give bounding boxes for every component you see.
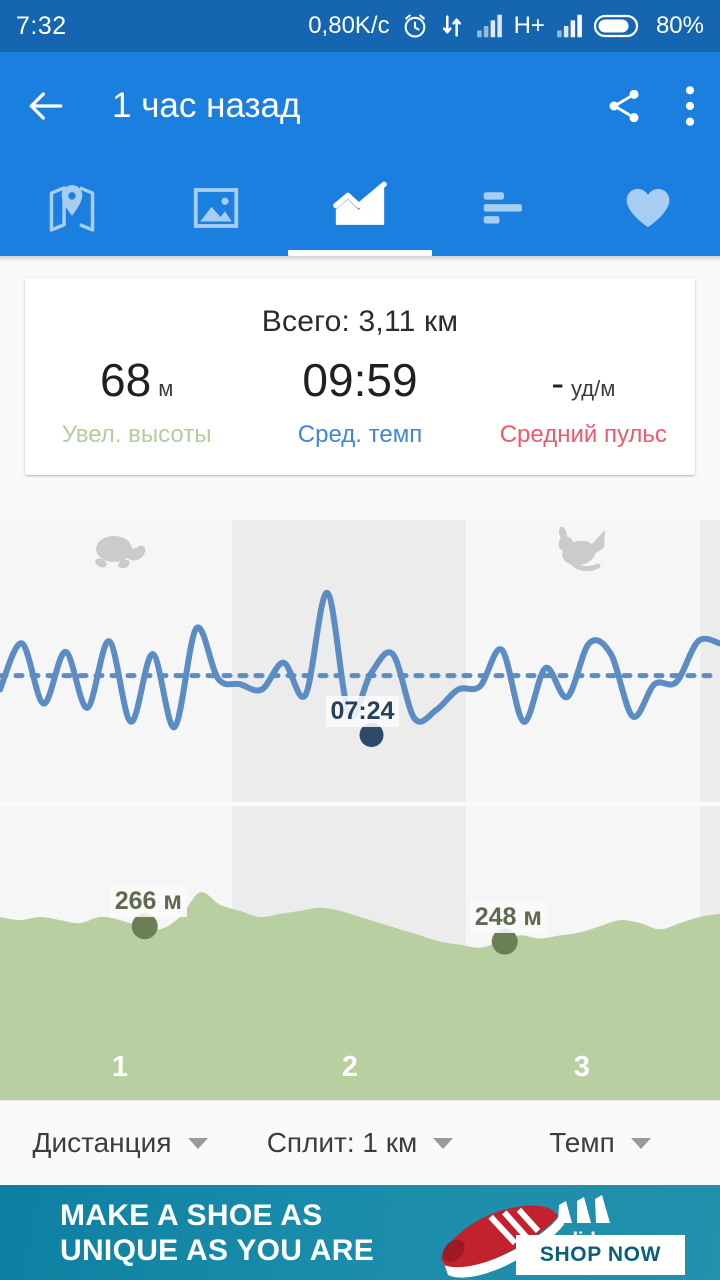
max-elevation-dot <box>131 913 158 940</box>
tab-photos[interactable] <box>144 160 288 256</box>
battery-icon <box>593 14 639 38</box>
selector-metric[interactable]: Темп <box>480 1127 720 1159</box>
split-band <box>699 520 720 802</box>
signal-bars-icon <box>476 14 502 38</box>
stat-heart-rate-value: - уд/м <box>472 357 695 403</box>
status-clock: 7:32 <box>16 11 67 40</box>
elevation-chart[interactable]: 266 м 248 м 1 2 3 <box>0 806 720 1100</box>
tab-bar-shadow <box>0 256 720 262</box>
pace-chart[interactable]: 07:24 <box>0 520 720 802</box>
adidas-stripes-icon <box>558 1195 610 1223</box>
bar-stats-icon <box>483 192 522 224</box>
stat-elevation-unit: м <box>158 376 174 401</box>
selector-split[interactable]: Сплит: 1 км <box>240 1127 480 1159</box>
split-band <box>231 520 466 802</box>
elevation-area-plot <box>0 892 720 1100</box>
selector-metric-label: Темп <box>549 1127 615 1158</box>
signal-bars-2-icon <box>557 14 582 38</box>
app-bar: 1 час назад <box>0 52 720 160</box>
pace-marker-label: 07:24 <box>325 696 400 727</box>
photo-icon <box>193 188 239 228</box>
pace-marker-dot <box>359 723 384 747</box>
min-elevation-dot <box>491 928 518 955</box>
stat-heart-rate-number: - <box>551 363 564 405</box>
selector-distance-label: Дистанция <box>32 1127 172 1158</box>
km-label: 1 <box>111 1051 129 1083</box>
stat-heart-rate-label: Средний пульс <box>499 421 667 448</box>
map-pin-icon <box>49 185 95 232</box>
turtle-icon <box>95 536 146 569</box>
network-type-label: H+ <box>513 12 545 39</box>
tab-heart-rate[interactable] <box>576 160 720 256</box>
heart-icon <box>626 188 670 228</box>
chevron-down-icon <box>433 1137 454 1149</box>
tab-map[interactable] <box>0 160 144 256</box>
km-label: 3 <box>573 1051 591 1083</box>
data-transfer-icon <box>442 15 461 37</box>
stat-elevation: 68 м Увел. высоты <box>25 357 248 449</box>
stat-elevation-number: 68 <box>100 354 152 406</box>
ad-headline-line2: UNIQUE AS YOU ARE <box>60 1233 375 1267</box>
tab-splits[interactable] <box>432 160 576 256</box>
summary-columns: 68 м Увел. высоты 09:59 Сред. темп - уд/м … <box>25 357 695 449</box>
max-elevation-label: 266 м <box>109 886 187 918</box>
km-label: 2 <box>341 1051 359 1083</box>
active-tab-indicator <box>288 250 432 256</box>
tab-charts[interactable] <box>288 160 432 256</box>
stat-elevation-label: Увел. высоты <box>61 421 212 448</box>
status-bar: 7:32 0,80K/c H+ <box>0 0 720 52</box>
line-chart-icon <box>333 181 387 225</box>
stat-heart-rate-unit: уд/м <box>570 376 616 401</box>
chart-selector-row: Дистанция Сплит: 1 км Темп <box>0 1100 720 1185</box>
selector-distance[interactable]: Дистанция <box>0 1127 240 1159</box>
stat-elevation-value: 68 м <box>25 357 248 403</box>
stat-pace-label: Сред. темп <box>297 421 423 448</box>
summary-card: Всего: 3,11 км 68 м Увел. высоты 09:59 Ср… <box>25 278 695 475</box>
rabbit-icon <box>558 526 605 572</box>
alarm-icon <box>404 14 425 38</box>
tab-bar <box>0 160 720 256</box>
pace-series-line <box>0 589 720 731</box>
elevation-area-fill <box>0 892 720 1100</box>
ad-headline-line1: MAKE A SHOE AS <box>60 1199 323 1232</box>
stat-pace: 09:59 Сред. темп <box>248 357 471 449</box>
pace-line-plot <box>0 589 720 747</box>
share-icon[interactable] <box>604 86 644 126</box>
shop-now-button[interactable]: SHOP NOW <box>515 1235 685 1275</box>
stat-pace-number: 09:59 <box>302 354 418 406</box>
page-title: 1 час назад <box>112 86 301 125</box>
shoe-image <box>440 1205 565 1278</box>
ad-banner[interactable]: MAKE A SHOE AS UNIQUE AS YOU ARE adidas … <box>0 1185 720 1280</box>
status-icons: 0,80K/c H+ <box>308 12 704 40</box>
total-distance-label: Всего: 3,11 км <box>261 305 459 338</box>
stat-pace-value: 09:59 <box>248 357 471 403</box>
overflow-menu-icon[interactable] <box>684 84 696 128</box>
chevron-down-icon <box>187 1137 208 1149</box>
data-rate-label: 0,80K/c <box>308 12 390 39</box>
chevron-down-icon <box>630 1137 651 1149</box>
stat-heart-rate: - уд/м Средний пульс <box>472 357 695 449</box>
min-elevation-label: 248 м <box>469 901 547 933</box>
app-bar-actions <box>604 84 696 128</box>
selector-split-label: Сплит: 1 км <box>266 1127 418 1158</box>
ad-headline: MAKE A SHOE AS UNIQUE AS YOU ARE <box>60 1199 374 1268</box>
back-arrow-icon[interactable] <box>24 84 68 128</box>
battery-percent-label: 80% <box>655 12 704 39</box>
